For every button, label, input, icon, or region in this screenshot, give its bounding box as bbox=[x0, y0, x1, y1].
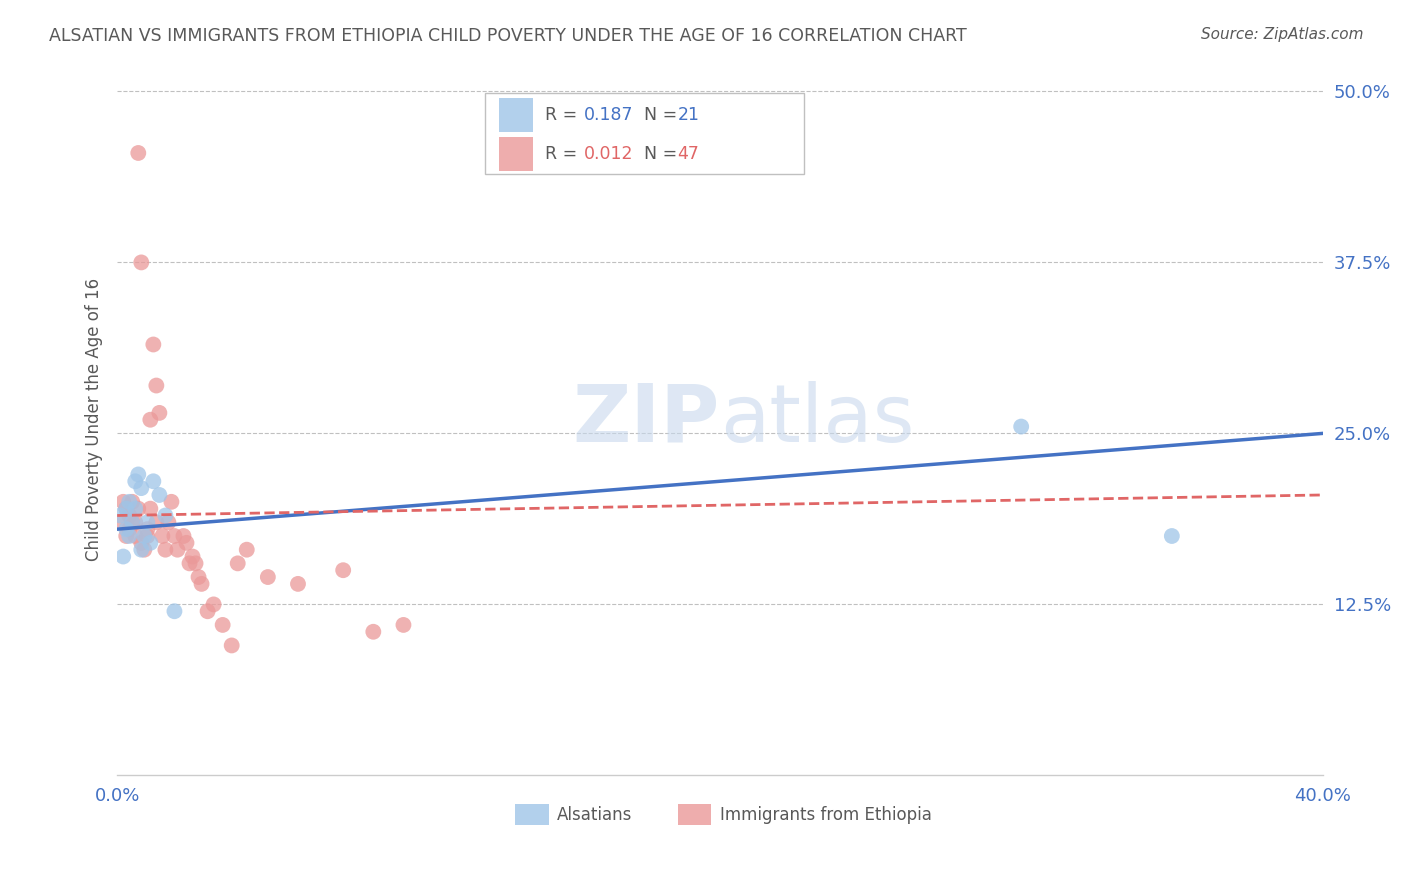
Point bbox=[121, 516, 143, 530]
Point bbox=[118, 508, 141, 523]
Text: Source: ZipAtlas.com: Source: ZipAtlas.com bbox=[1201, 27, 1364, 42]
Point bbox=[166, 542, 188, 557]
Point bbox=[332, 563, 354, 577]
Text: Alsatians: Alsatians bbox=[557, 805, 633, 823]
Point bbox=[124, 516, 146, 530]
Bar bbox=[515, 804, 548, 825]
Point bbox=[142, 475, 165, 489]
Point bbox=[127, 145, 149, 160]
Text: N =: N = bbox=[644, 145, 683, 163]
Point bbox=[134, 529, 156, 543]
Point bbox=[115, 522, 138, 536]
Text: 47: 47 bbox=[678, 145, 700, 163]
Point bbox=[163, 529, 186, 543]
Text: ZIP: ZIP bbox=[572, 381, 720, 458]
Text: 0.012: 0.012 bbox=[583, 145, 633, 163]
Point bbox=[127, 501, 149, 516]
Point bbox=[148, 488, 170, 502]
Point bbox=[163, 604, 186, 618]
Point bbox=[181, 549, 204, 564]
Point bbox=[190, 577, 212, 591]
Point bbox=[127, 467, 149, 482]
Point bbox=[211, 618, 233, 632]
Point bbox=[115, 501, 138, 516]
Point bbox=[136, 522, 159, 536]
Point bbox=[1010, 419, 1032, 434]
Point bbox=[157, 516, 180, 530]
Point bbox=[121, 516, 143, 530]
Point bbox=[202, 598, 225, 612]
Point bbox=[115, 529, 138, 543]
Y-axis label: Child Poverty Under the Age of 16: Child Poverty Under the Age of 16 bbox=[86, 278, 103, 561]
Point bbox=[221, 639, 243, 653]
Point bbox=[121, 495, 143, 509]
Point bbox=[108, 508, 131, 523]
Point bbox=[155, 542, 177, 557]
Point bbox=[150, 529, 173, 543]
Point bbox=[155, 508, 177, 523]
Point bbox=[112, 495, 135, 509]
Point bbox=[145, 516, 167, 530]
Point bbox=[115, 501, 138, 516]
Point bbox=[179, 557, 201, 571]
FancyBboxPatch shape bbox=[485, 93, 804, 174]
Point bbox=[124, 501, 146, 516]
Point bbox=[197, 604, 219, 618]
Text: atlas: atlas bbox=[720, 381, 914, 458]
Point bbox=[108, 516, 131, 530]
Point bbox=[129, 536, 152, 550]
Point bbox=[139, 501, 162, 516]
Point bbox=[236, 542, 259, 557]
Point bbox=[129, 542, 152, 557]
Point bbox=[160, 495, 183, 509]
Point bbox=[363, 624, 385, 639]
Text: 21: 21 bbox=[678, 106, 700, 124]
Point bbox=[184, 557, 207, 571]
Point bbox=[1160, 529, 1182, 543]
Point bbox=[139, 413, 162, 427]
Point bbox=[226, 557, 249, 571]
Bar bbox=[499, 136, 533, 171]
Point bbox=[134, 542, 156, 557]
Point bbox=[136, 529, 159, 543]
Point bbox=[124, 529, 146, 543]
Point bbox=[176, 536, 198, 550]
Point bbox=[287, 577, 309, 591]
Text: N =: N = bbox=[644, 106, 683, 124]
Text: ALSATIAN VS IMMIGRANTS FROM ETHIOPIA CHILD POVERTY UNDER THE AGE OF 16 CORRELATI: ALSATIAN VS IMMIGRANTS FROM ETHIOPIA CHI… bbox=[49, 27, 967, 45]
Point bbox=[136, 516, 159, 530]
Point bbox=[145, 378, 167, 392]
Point bbox=[118, 522, 141, 536]
Bar bbox=[678, 804, 711, 825]
Point bbox=[118, 495, 141, 509]
Point bbox=[187, 570, 209, 584]
Point bbox=[392, 618, 415, 632]
Point bbox=[129, 481, 152, 495]
Text: R =: R = bbox=[546, 106, 583, 124]
Point bbox=[257, 570, 280, 584]
Point bbox=[142, 337, 165, 351]
Point bbox=[139, 536, 162, 550]
Point bbox=[172, 529, 194, 543]
Point bbox=[129, 255, 152, 269]
Point bbox=[112, 549, 135, 564]
Bar bbox=[499, 98, 533, 133]
Text: Immigrants from Ethiopia: Immigrants from Ethiopia bbox=[720, 805, 932, 823]
Point bbox=[118, 529, 141, 543]
Point bbox=[124, 475, 146, 489]
Text: R =: R = bbox=[546, 145, 583, 163]
Text: 0.187: 0.187 bbox=[583, 106, 633, 124]
Point bbox=[148, 406, 170, 420]
